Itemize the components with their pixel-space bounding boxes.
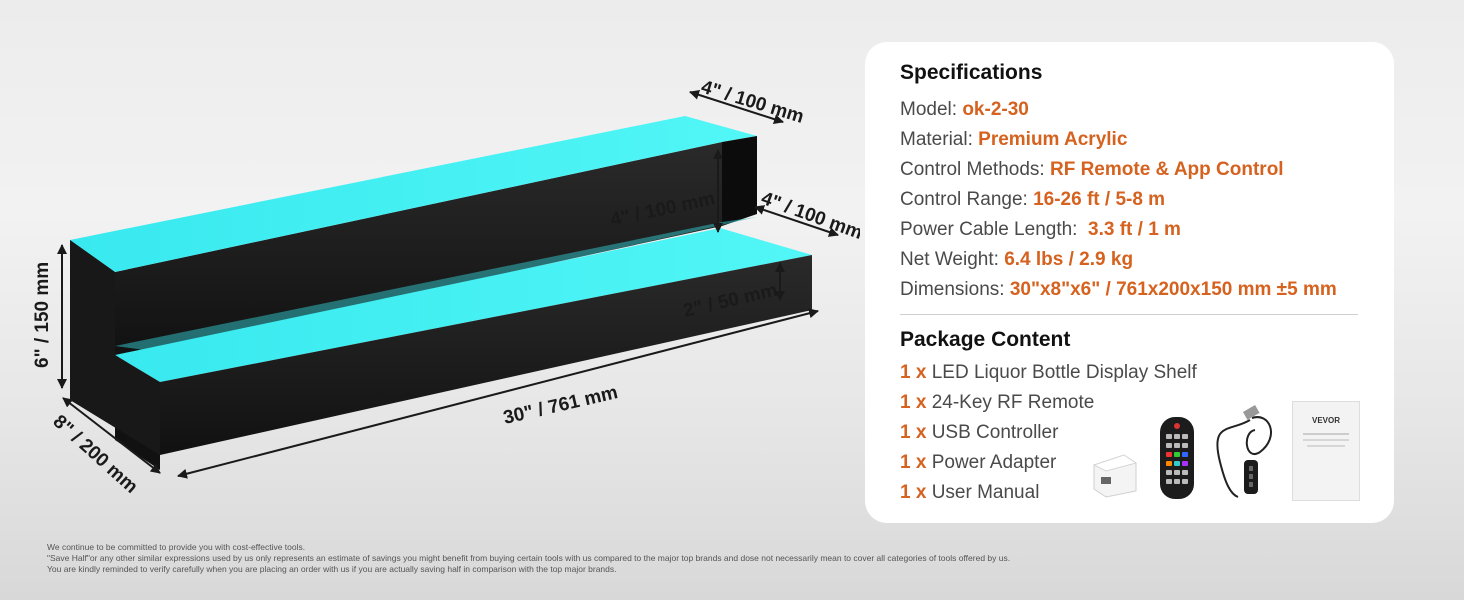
- spec-label: Net Weight:: [900, 249, 1005, 270]
- spec-label: Control Range:: [900, 189, 1034, 210]
- package-qty: 1 x: [900, 452, 927, 473]
- divider: [900, 314, 1358, 315]
- package-qty: 1 x: [900, 422, 927, 443]
- spec-cable-length: Power Cable Length: 3.3 ft / 1 m: [900, 219, 1181, 241]
- shelf-illustration: 4" / 100 mm 4" / 100 mm 4" / 100 mm 2" /…: [32, 77, 860, 498]
- package-item: 1 x 24-Key RF Remote: [900, 392, 1094, 414]
- rf-remote-image: [1160, 417, 1194, 499]
- spec-label: Model:: [900, 99, 963, 120]
- spec-value: 3.3 ft / 1 m: [1088, 219, 1181, 240]
- power-adapter-image: [1092, 454, 1138, 498]
- spec-label: Control Methods:: [900, 159, 1050, 180]
- dimension-lines: [57, 90, 839, 479]
- footer-line-3: You are kindly reminded to verify carefu…: [47, 564, 617, 574]
- dim-height: 6" / 150 mm: [32, 262, 53, 368]
- spec-material: Material: Premium Acrylic: [900, 129, 1127, 151]
- spec-label: Dimensions:: [900, 279, 1010, 300]
- spec-value: Premium Acrylic: [978, 129, 1128, 150]
- footer-line-1: We continue to be committed to provide y…: [47, 542, 306, 552]
- user-manual-image: VEVOR: [1292, 401, 1360, 501]
- package-item: 1 x LED Liquor Bottle Display Shelf: [900, 362, 1197, 384]
- manual-brand: VEVOR: [1311, 416, 1340, 425]
- dim-top-depth: 4" / 100 mm: [699, 77, 807, 128]
- package-qty: 1 x: [900, 482, 927, 503]
- spec-model: Model: ok-2-30: [900, 99, 1029, 121]
- package-item: 1 x USB Controller: [900, 422, 1058, 444]
- usb-controller-image: [1216, 405, 1272, 498]
- spec-value: 16-26 ft / 5-8 m: [1033, 189, 1166, 210]
- spec-value: RF Remote & App Control: [1049, 159, 1284, 180]
- spec-control-range: Control Range: 16-26 ft / 5-8 m: [900, 189, 1165, 211]
- package-qty: 1 x: [900, 392, 927, 413]
- spec-value: 30"x8"x6" / 761x200x150 mm ±5 mm: [1009, 279, 1337, 300]
- spec-label: Power Cable Length:: [900, 219, 1089, 240]
- package-name: 24-Key RF Remote: [926, 392, 1095, 413]
- package-name: User Manual: [926, 482, 1040, 503]
- spec-net-weight: Net Weight: 6.4 lbs / 2.9 kg: [900, 249, 1133, 271]
- spec-value: 6.4 lbs / 2.9 kg: [1004, 249, 1134, 270]
- package-item: 1 x User Manual: [900, 482, 1039, 504]
- spec-label: Material:: [900, 129, 979, 150]
- spec-value: ok-2-30: [962, 99, 1029, 120]
- dim-length: 30" / 761 mm: [501, 382, 619, 429]
- package-name: Power Adapter: [926, 452, 1057, 473]
- package-qty: 1 x: [900, 362, 927, 383]
- spec-control-methods: Control Methods: RF Remote & App Control: [900, 159, 1284, 181]
- spec-card: Specifications Model: ok-2-30 Material: …: [865, 42, 1394, 523]
- package-name: USB Controller: [926, 422, 1059, 443]
- package-item: 1 x Power Adapter: [900, 452, 1056, 474]
- spec-dimensions: Dimensions: 30"x8"x6" / 761x200x150 mm ±…: [900, 279, 1337, 301]
- footer-line-2: "Save Half"or any other similar expressi…: [47, 553, 1011, 563]
- package-title: Package Content: [900, 328, 1071, 351]
- package-name: LED Liquor Bottle Display Shelf: [926, 362, 1197, 383]
- specifications-title: Specifications: [900, 61, 1043, 84]
- dim-step-depth: 4" / 100 mm: [758, 188, 860, 244]
